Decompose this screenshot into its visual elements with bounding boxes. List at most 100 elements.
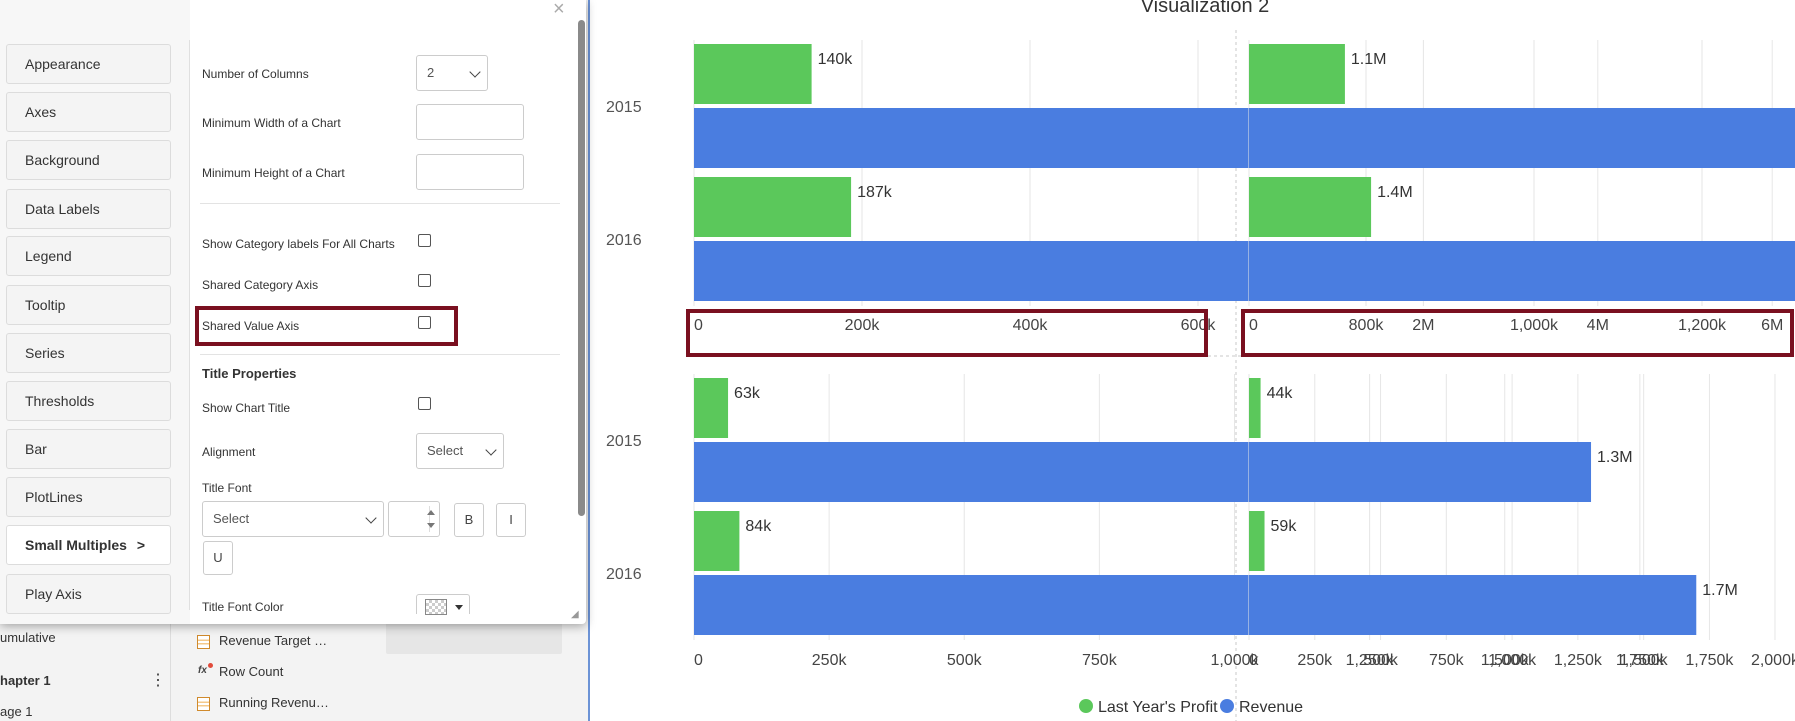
tab-series[interactable]: Series bbox=[6, 333, 171, 373]
show-chart-title-checkbox[interactable] bbox=[418, 397, 431, 410]
profit-bar bbox=[1249, 177, 1372, 237]
tick-label: 1,500k bbox=[1620, 652, 1669, 669]
legend-revenue-marker bbox=[1220, 699, 1234, 713]
tick-label: 750k bbox=[1429, 652, 1465, 669]
profit-bar bbox=[694, 511, 740, 571]
tick-label: 500k bbox=[947, 652, 983, 669]
tick-label: 2,000k bbox=[1751, 652, 1795, 669]
tab-tooltip[interactable]: Tooltip bbox=[6, 285, 171, 325]
profit-bar bbox=[694, 44, 812, 104]
drop-zone[interactable] bbox=[386, 620, 562, 654]
italic-button[interactable]: I bbox=[496, 503, 526, 537]
tick-label: 1,000k bbox=[1488, 652, 1537, 669]
tab-small-multiples[interactable]: Small Multiples > bbox=[6, 525, 171, 565]
category-label: 2016 bbox=[606, 566, 642, 583]
tab-appearance[interactable]: Appearance bbox=[6, 44, 171, 84]
increment-icon[interactable] bbox=[427, 510, 435, 515]
tick-label: 0 bbox=[694, 652, 703, 669]
show-category-labels-label: Show Category labels For All Charts bbox=[202, 237, 395, 251]
profit-bar bbox=[1249, 44, 1345, 104]
revenue-bar bbox=[1249, 442, 1592, 502]
tick-label: 1,500k bbox=[1481, 652, 1530, 669]
close-icon[interactable]: × bbox=[553, 0, 565, 20]
dropdown-arrow-icon bbox=[455, 605, 463, 610]
formula-field-icon: fx bbox=[198, 663, 213, 676]
profit-bar bbox=[694, 177, 852, 237]
resize-handle-icon[interactable]: ◢ bbox=[571, 609, 579, 620]
alignment-label: Alignment bbox=[202, 445, 256, 459]
alignment-select[interactable]: Select bbox=[416, 433, 504, 469]
axis-highlight-box bbox=[686, 309, 1208, 357]
font-size-stepper[interactable] bbox=[388, 501, 440, 537]
num-columns-select[interactable]: 2 bbox=[416, 55, 488, 91]
legend-profit-marker bbox=[1079, 699, 1093, 713]
data-label: 1.7M bbox=[1702, 582, 1738, 599]
field-item-running-revenue[interactable]: Running Revenu… bbox=[219, 695, 329, 710]
legend-revenue-label: Revenue bbox=[1239, 699, 1303, 716]
min-width-input[interactable] bbox=[416, 104, 524, 140]
tree-item-page[interactable]: age 1 bbox=[0, 704, 33, 719]
shared-value-axis-checkbox[interactable] bbox=[418, 316, 431, 329]
tab-small-multiples-label: Small Multiples bbox=[25, 537, 127, 553]
tab-legend[interactable]: Legend bbox=[6, 236, 171, 276]
tick-label: 6M bbox=[1761, 317, 1783, 334]
decrement-icon[interactable] bbox=[427, 523, 435, 528]
title-font-color-label: Title Font Color bbox=[202, 600, 284, 614]
min-height-input[interactable] bbox=[416, 154, 524, 190]
section-divider bbox=[200, 354, 560, 355]
num-columns-label: Number of Columns bbox=[202, 67, 309, 81]
tab-plotlines[interactable]: PlotLines bbox=[6, 477, 171, 517]
profit-bar bbox=[694, 378, 729, 438]
tick-label: 250k bbox=[812, 652, 848, 669]
tick-label: 800k bbox=[1349, 317, 1385, 334]
data-label: 59k bbox=[1271, 518, 1298, 535]
tick-label: 1,750k bbox=[1616, 652, 1665, 669]
color-swatch bbox=[425, 599, 447, 615]
table-field-icon bbox=[197, 697, 210, 711]
data-label: 187k bbox=[857, 184, 893, 201]
tick-label: 1,250k bbox=[1554, 652, 1603, 669]
tick-label: 250k bbox=[1297, 652, 1333, 669]
bold-button[interactable]: B bbox=[454, 503, 484, 537]
profit-bar bbox=[1249, 378, 1261, 438]
tab-thresholds[interactable]: Thresholds bbox=[6, 381, 171, 421]
dialog-scrollbar[interactable] bbox=[578, 20, 585, 516]
chevron-down-icon bbox=[485, 444, 497, 456]
tree-item-cumulative[interactable]: umulative bbox=[0, 630, 56, 645]
chevron-right-icon: > bbox=[136, 537, 146, 553]
tick-label: 0 bbox=[1249, 317, 1258, 334]
small-multiples-chart: Visualization 20 200k 400k 600k 800k 1,000k 1,… bbox=[606, 0, 1795, 721]
tree-item-chapter[interactable]: hapter 1 bbox=[0, 673, 51, 688]
data-label: 44k bbox=[1267, 385, 1294, 402]
tick-label: 600k bbox=[1181, 317, 1217, 334]
tick-label: 1,000k bbox=[1510, 317, 1559, 334]
settings-tab-list: Appearance Axes Background Data Labels L… bbox=[0, 0, 190, 624]
category-label: 2015 bbox=[606, 99, 642, 116]
min-width-label: Minimum Width of a Chart bbox=[202, 116, 341, 130]
tab-background[interactable]: Background bbox=[6, 140, 171, 180]
tab-data-labels[interactable]: Data Labels bbox=[6, 189, 171, 229]
show-category-labels-checkbox[interactable] bbox=[418, 234, 431, 247]
tab-bar[interactable]: Bar bbox=[6, 429, 171, 469]
field-item-revenue-target[interactable]: Revenue Target … bbox=[219, 633, 328, 648]
revenue-bar bbox=[1249, 575, 1697, 635]
title-font-select[interactable]: Select bbox=[202, 501, 384, 537]
data-label: 1.4M bbox=[1377, 184, 1413, 201]
column-divider bbox=[170, 620, 171, 721]
panel-divider bbox=[588, 0, 590, 721]
tick-label: 1,200k bbox=[1678, 317, 1727, 334]
underline-button[interactable]: U bbox=[203, 541, 233, 575]
tab-axes[interactable]: Axes bbox=[6, 92, 171, 132]
tick-label: 1,250k bbox=[1346, 652, 1395, 669]
shared-category-axis-checkbox[interactable] bbox=[418, 274, 431, 287]
tick-label: 1,000k bbox=[1210, 652, 1259, 669]
field-item-row-count[interactable]: Row Count bbox=[219, 664, 284, 679]
show-chart-title-label: Show Chart Title bbox=[202, 401, 291, 415]
more-options-icon[interactable]: ⋮ bbox=[150, 672, 166, 689]
chevron-down-icon bbox=[469, 66, 481, 78]
data-label: 63k bbox=[734, 385, 761, 402]
tick-label: 200k bbox=[845, 317, 881, 334]
tab-play-axis[interactable]: Play Axis bbox=[6, 574, 171, 614]
title-font-color-picker[interactable] bbox=[416, 594, 470, 615]
tick-label: 0 bbox=[1249, 652, 1258, 669]
